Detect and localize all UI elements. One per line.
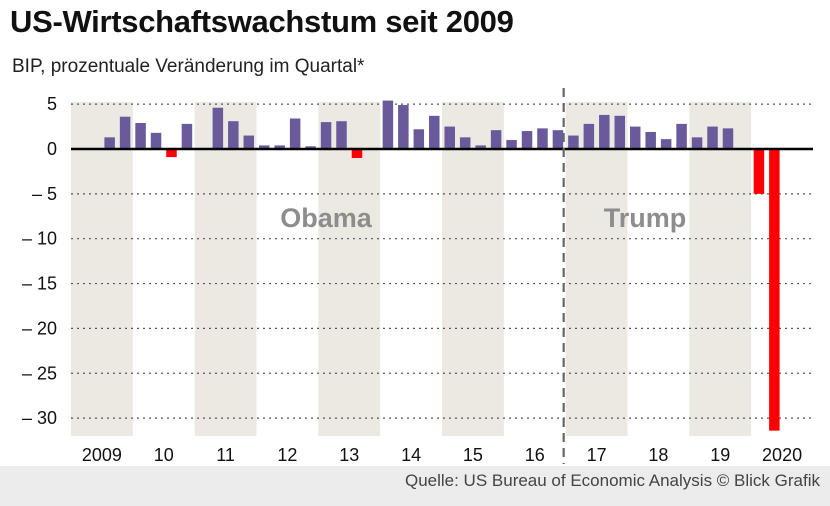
- data-bar: [305, 146, 316, 149]
- y-tick-label: – 25: [22, 363, 57, 383]
- x-tick-label: 15: [463, 445, 483, 465]
- data-bar: [336, 121, 347, 149]
- data-bar: [707, 126, 718, 149]
- data-bar: [104, 137, 115, 149]
- y-tick-label: 5: [47, 94, 57, 114]
- data-bar: [645, 131, 656, 149]
- data-bar: [459, 137, 471, 149]
- data-bar: [614, 115, 626, 149]
- y-tick-label: – 10: [22, 229, 57, 249]
- data-bar: [382, 100, 394, 149]
- x-tick-label: 18: [648, 445, 668, 465]
- data-bar: [490, 130, 502, 149]
- data-bar: [289, 118, 301, 149]
- data-bar: [722, 128, 734, 149]
- data-bar: [475, 145, 486, 149]
- president-label: Trump: [604, 203, 687, 233]
- data-bar: [552, 130, 564, 149]
- x-tick-label: 13: [339, 445, 359, 465]
- data-bar: [769, 149, 780, 431]
- x-tick-label: 17: [587, 445, 607, 465]
- data-bar: [676, 123, 687, 149]
- data-bar: [150, 132, 162, 149]
- x-tick-label: 2020: [762, 445, 802, 465]
- data-bar: [444, 126, 455, 149]
- data-bar: [629, 126, 641, 149]
- data-bar: [568, 135, 579, 149]
- y-tick-label: – 30: [22, 408, 57, 428]
- year-band-15: [442, 102, 504, 436]
- data-bar: [119, 116, 131, 149]
- data-bar: [413, 129, 425, 149]
- data-bar: [166, 149, 177, 158]
- data-bar: [599, 114, 610, 149]
- y-tick-label: – 20: [22, 318, 57, 338]
- x-tick-label: 2009: [82, 445, 122, 465]
- data-bar: [398, 105, 409, 149]
- footer-bar: [0, 466, 830, 506]
- x-tick-label: 19: [710, 445, 730, 465]
- data-bar: [228, 121, 239, 149]
- y-tick-label: – 15: [22, 274, 57, 294]
- y-tick-label: 0: [47, 139, 57, 159]
- data-bar: [258, 145, 270, 149]
- source-credit: Quelle: US Bureau of Economic Analysis ©…: [404, 471, 820, 490]
- year-band-17: [565, 102, 628, 436]
- x-tick-label: 14: [401, 445, 421, 465]
- x-tick-label: 11: [216, 445, 235, 465]
- president-label: Obama: [280, 203, 373, 233]
- data-bar: [506, 140, 517, 149]
- x-tick-label: 10: [154, 445, 174, 465]
- data-bar: [274, 145, 285, 149]
- data-bar: [521, 131, 533, 149]
- x-tick-label: 12: [277, 445, 297, 465]
- data-bar: [753, 149, 765, 194]
- data-bar: [429, 115, 440, 149]
- year-band-13: [318, 102, 381, 436]
- year-band-19: [689, 102, 752, 436]
- y-tick-label: – 5: [32, 184, 57, 204]
- chart-title: US-Wirtschaftswachstum seit 2009: [10, 4, 514, 39]
- data-bar: [243, 135, 255, 149]
- year-band-11: [194, 102, 257, 436]
- data-bar: [691, 137, 703, 149]
- data-bar: [583, 123, 595, 149]
- x-tick-label: 16: [525, 445, 545, 465]
- data-bar: [181, 123, 193, 149]
- data-bar: [320, 122, 332, 149]
- data-bar: [351, 149, 363, 158]
- data-bar: [660, 139, 672, 149]
- data-bar: [135, 122, 146, 149]
- data-bar: [537, 128, 548, 149]
- data-bar: [212, 107, 224, 149]
- year-band-2009: [71, 102, 133, 436]
- chart-subtitle: BIP, prozentuale Veränderung im Quartal*: [12, 56, 365, 77]
